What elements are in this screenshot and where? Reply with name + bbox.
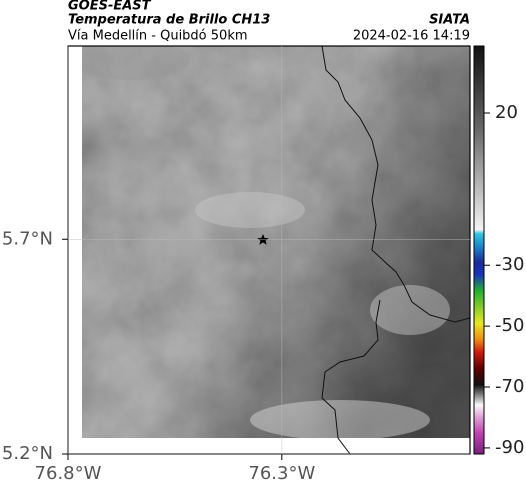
colorbar-tick-label: 20 [495, 102, 518, 123]
colorbar-tick-label: -30 [495, 254, 524, 275]
source: GOES-EAST [68, 0, 152, 14]
colorbar-tick-label: -50 [495, 315, 524, 336]
org: SIATA [429, 13, 470, 28]
y-tick-label: 5.2°N [2, 443, 53, 464]
colorbar-tick-label: -90 [495, 437, 524, 458]
x-tick-label: 76.3°W [248, 463, 315, 484]
colorbar [473, 45, 485, 455]
y-tick-label: 5.7°N [2, 228, 53, 249]
subtitle: Vía Medellín - Quibdó 50km [68, 29, 248, 44]
borders [321, 45, 471, 455]
timestamp: 2024-02-16 14:19 [353, 29, 470, 44]
colorbar-tick-label: -70 [495, 376, 524, 397]
satellite-image [82, 46, 470, 438]
title: Temperatura de Brillo CH13 [68, 13, 270, 28]
x-tick-label: 76.8°W [35, 463, 102, 484]
